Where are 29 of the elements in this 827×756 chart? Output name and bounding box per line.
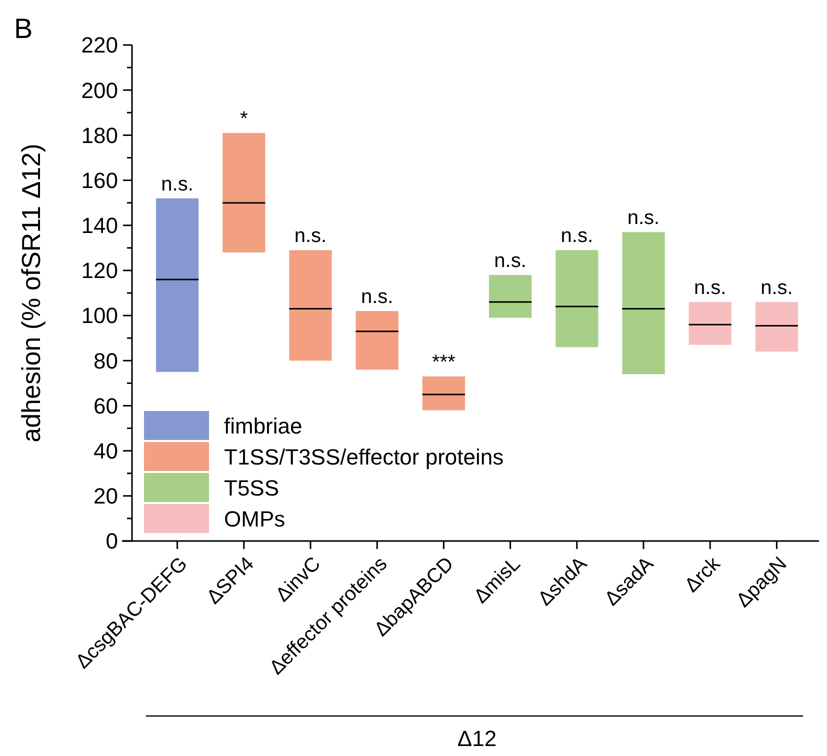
y-tick-label: 80 xyxy=(94,348,118,374)
annotation: n.s. xyxy=(694,277,726,300)
annotation: n.s. xyxy=(560,225,594,248)
annotation: n.s. xyxy=(161,173,194,196)
annotation: * xyxy=(240,108,248,130)
y-tick-label: 120 xyxy=(81,258,118,284)
y-tick-label: 100 xyxy=(81,303,118,328)
annotation: n.s. xyxy=(627,207,660,230)
annotation: n.s. xyxy=(760,277,793,300)
annotation: n.s. xyxy=(294,225,327,248)
annotation: n.s. xyxy=(360,286,394,308)
x-axis-title: Δ12 xyxy=(457,726,497,751)
y-axis-title: adhesion (% ofSR11 Δ12) xyxy=(16,144,46,442)
legend-label: T1SS/T3SS/effector proteins xyxy=(224,444,504,470)
y-tick-label: 220 xyxy=(81,32,118,58)
annotation: n.s. xyxy=(494,250,526,272)
y-tick-label: 40 xyxy=(94,438,118,464)
legend-label: OMPs xyxy=(224,506,286,532)
y-tick-label: 180 xyxy=(81,122,118,148)
y-tick-label: 160 xyxy=(81,168,118,193)
y-tick-label: 140 xyxy=(81,213,118,238)
legend-label: fimbriae xyxy=(224,414,302,439)
annotation: *** xyxy=(432,351,456,374)
y-tick-label: 200 xyxy=(81,78,118,103)
y-tick-label: 20 xyxy=(94,484,118,509)
y-tick-label: 60 xyxy=(94,393,118,418)
y-tick-label: 0 xyxy=(106,528,118,554)
legend-label: T5SS xyxy=(224,476,280,501)
text: B xyxy=(14,13,33,44)
